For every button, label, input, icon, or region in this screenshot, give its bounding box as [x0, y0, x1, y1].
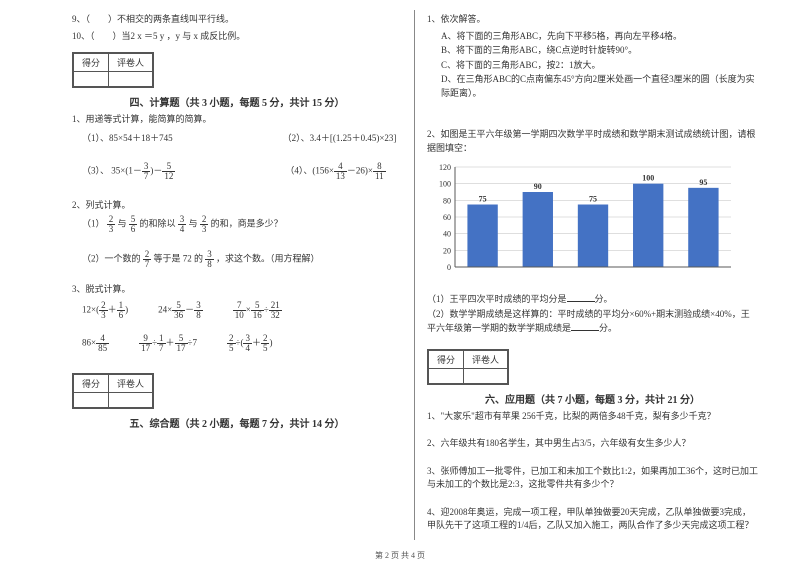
sec4-q3: 3、脱式计算。 [72, 283, 402, 297]
sec6-title: 六、应用题（共 7 小题，每题 3 分，共计 21 分） [427, 391, 758, 406]
sec5-title: 五、综合题（共 2 小题，每题 7 分，共计 14 分） [72, 415, 402, 430]
r-q1c: C、将下面的三角形ABC，按2：1放大。 [441, 59, 758, 73]
svg-text:100: 100 [642, 174, 654, 183]
score-box-sec6: 得分评卷人 [427, 349, 509, 385]
score-box-sec4: 得分 评卷人 [72, 52, 154, 88]
svg-text:60: 60 [443, 213, 451, 222]
r-q1b: B、将下面的三角形ABC，绕C点逆时针旋转90°。 [441, 44, 758, 58]
svg-text:95: 95 [699, 178, 707, 187]
score-chart: 0 20 40 60 80 100 120 75 90 75 100 95 [427, 161, 758, 288]
r-q2-2: （2）数学学期成绩是这样算的：平时成绩的平均分×60%+期末测验成绩×40%，王… [427, 308, 758, 336]
expr-row-2: 86×485 917÷17＋517÷7 25÷(34＋25) [82, 334, 402, 353]
sec4-q2a: （1） 23 与 56 的和除以 34 与 23 的和，商是多少？ [82, 215, 402, 234]
right-column: 1、依次解答。 A、将下面的三角形ABC，先向下平移5格，再向左平移4格。 B、… [415, 10, 770, 540]
score-h1: 得分 [74, 54, 109, 72]
r-q1a: A、将下面的三角形ABC，先向下平移5格，再向左平移4格。 [441, 30, 758, 44]
svg-text:0: 0 [447, 263, 451, 272]
r-q2: 2、如图是王平六年级第一学期四次数学平时成绩和数学期末测试成绩统计图，请根据图填… [427, 128, 758, 155]
sec4-q1a: （1）、85×54＋18＋745 [82, 131, 173, 144]
r-q6-3: 3、张师傅加工一批零件，已加工和未加工个数比1:2，如果再加工36个，这时已加工… [427, 465, 758, 492]
svg-text:20: 20 [443, 246, 451, 255]
svg-text:75: 75 [479, 195, 487, 204]
sec4-q2: 2、列式计算。 [72, 199, 402, 213]
expr-row-1: 12×(23＋16) 24×536－38 710×516÷2132 [82, 301, 402, 320]
svg-text:120: 120 [439, 163, 451, 172]
sec4-q1d: （4）、(156×413－26)×811 [285, 162, 385, 181]
r-q6-4: 4、迎2008年奥运，完成一项工程，甲队单独做要20天完成，乙队单独做要3完成，… [427, 506, 758, 533]
svg-text:40: 40 [443, 230, 451, 239]
page-footer: 第 2 页 共 4 页 [0, 550, 800, 561]
score-h2: 评卷人 [109, 54, 153, 72]
r-q6-1: 1、"大家乐"超市有苹果 256千克，比梨的两倍多48千克，梨有多少千克？ [427, 410, 758, 424]
r-q2-1: （1）王平四次平时成绩的平均分是分。 [427, 292, 758, 307]
r-q1d: D、在三角形ABC的C点南偏东45°方向2厘米处画一个直径3厘米的圆（长度为实际… [441, 73, 758, 100]
q9-text: 9、（ ）不相交的两条直线叫平行线。 [72, 13, 402, 27]
q10-text: 10、（ ）当2 x ＝5 y ，y 与 x 成反比例。 [72, 30, 402, 44]
sec4-title: 四、计算题（共 3 小题，每题 5 分，共计 15 分） [72, 94, 402, 109]
sec4-q1c: （3）、 35×(1－37)－512 [82, 162, 175, 181]
svg-text:100: 100 [439, 180, 451, 189]
sec4-q1b: （2）、3.4＋[(1.25＋0.45)×23] [283, 131, 397, 144]
score-box-sec5: 得分评卷人 [72, 373, 154, 409]
svg-text:80: 80 [443, 196, 451, 205]
r-q1: 1、依次解答。 [427, 13, 758, 27]
sec4-q1: 1、用递等式计算，能简算的简算。 [72, 113, 402, 127]
svg-text:75: 75 [589, 195, 597, 204]
sec4-q2b: （2）一个数的 27 等于是 72 的 38 ，求这个数。（用方程解） [82, 250, 402, 269]
left-column: 9、（ ）不相交的两条直线叫平行线。 10、（ ）当2 x ＝5 y ，y 与 … [60, 10, 415, 540]
svg-text:90: 90 [534, 182, 542, 191]
r-q6-2: 2、六年级共有180名学生，其中男生占3/5，六年级有女生多少人？ [427, 437, 758, 451]
